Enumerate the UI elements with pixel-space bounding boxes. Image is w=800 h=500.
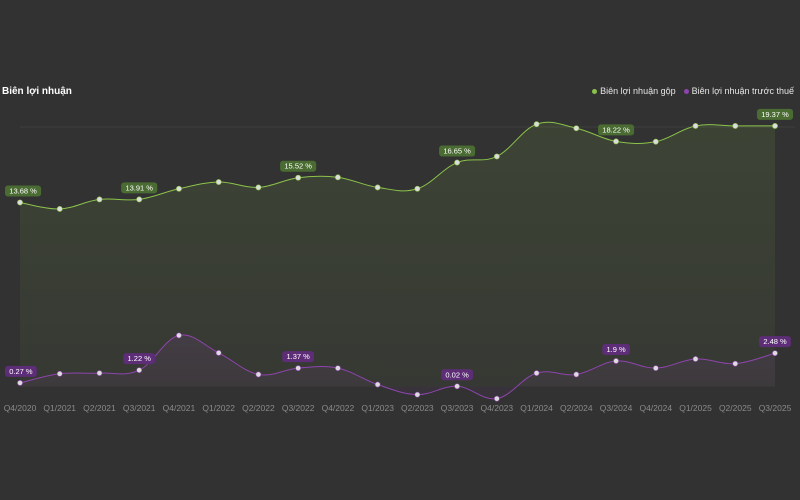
series-0-point-1 xyxy=(56,206,63,212)
series-0-point-19 xyxy=(772,123,778,129)
series-line-0 xyxy=(19,121,775,210)
series-1-point-7 xyxy=(295,365,302,372)
legend-dot-gross xyxy=(592,88,598,94)
legend-item-gross[interactable]: Biên lợi nhuận gộp xyxy=(592,86,676,96)
series-1-point-11 xyxy=(454,383,461,390)
data-label-bg-0-3 xyxy=(121,182,158,194)
series-1-point-0 xyxy=(17,380,23,386)
data-label-bg-0-7 xyxy=(280,160,317,172)
series-1-point-12 xyxy=(493,395,500,402)
series-0-point-17 xyxy=(692,123,699,129)
data-label-0-15: 18.22 % xyxy=(602,125,630,134)
x-tick-label-9: Q1/2023 xyxy=(361,403,394,413)
x-tick-label-16: Q4/2024 xyxy=(639,403,672,413)
x-tick-label-13: Q1/2024 xyxy=(520,403,553,413)
data-label-0-11: 16.65 % xyxy=(443,147,471,156)
data-label-1-11: 0.02 % xyxy=(445,370,469,379)
data-label-1-15: 1.9 % xyxy=(606,345,626,354)
series-1-point-17 xyxy=(692,356,699,362)
data-label-bg-0-19 xyxy=(756,108,794,120)
x-tick-label-0: Q4/2020 xyxy=(4,403,37,413)
series-1-point-19 xyxy=(772,350,778,357)
legend: Biên lợi nhuận gộp Biên lợi nhuận trước … xyxy=(592,86,794,96)
data-label-bg-1-3 xyxy=(123,353,156,365)
series-1-point-13 xyxy=(533,370,540,376)
legend-dot-pretax xyxy=(683,88,689,94)
x-tick-label-18: Q2/2025 xyxy=(719,403,752,413)
data-label-bg-1-7 xyxy=(282,351,315,363)
x-tick-label-12: Q4/2023 xyxy=(481,403,514,413)
data-label-1-3: 1.22 % xyxy=(128,354,152,363)
x-tick-label-11: Q3/2023 xyxy=(441,403,474,413)
data-label-bg-0-0 xyxy=(5,185,42,197)
series-0-point-8 xyxy=(334,174,341,181)
data-label-1-19: 2.48 % xyxy=(763,337,787,346)
chart-title: Biên lợi nhuận xyxy=(2,86,72,97)
data-label-0-3: 13.91 % xyxy=(125,183,153,192)
x-tick-label-7: Q3/2022 xyxy=(282,403,315,413)
series-0-point-6 xyxy=(255,184,262,191)
x-tick-label-1: Q1/2021 xyxy=(43,403,76,413)
series-0-point-3 xyxy=(136,196,143,203)
series-1-point-3 xyxy=(136,367,143,374)
series-1-point-6 xyxy=(255,371,262,378)
series-area-0 xyxy=(20,122,775,387)
x-tick-label-14: Q2/2024 xyxy=(560,403,593,413)
x-tick-label-19: Q3/2025 xyxy=(759,403,792,413)
series-1-point-5 xyxy=(215,350,222,356)
series-0-point-12 xyxy=(493,153,500,160)
x-tick-label-8: Q4/2022 xyxy=(322,403,355,413)
series-0-point-5 xyxy=(215,179,222,185)
data-label-bg-1-15 xyxy=(602,343,630,355)
series-0-point-18 xyxy=(732,123,739,129)
data-label-bg-1-11 xyxy=(441,369,474,381)
series-0-point-16 xyxy=(652,138,659,145)
series-1-point-2 xyxy=(96,370,103,376)
series-0-point-15 xyxy=(613,138,619,145)
series-1-point-16 xyxy=(652,365,659,372)
data-label-bg-0-15 xyxy=(598,124,635,136)
series-0-point-11 xyxy=(454,159,461,166)
x-tick-label-2: Q2/2021 xyxy=(83,403,116,413)
x-tick-label-3: Q3/2021 xyxy=(123,403,156,413)
series-0-point-9 xyxy=(374,184,381,191)
series-line-1 xyxy=(19,334,776,400)
legend-label-gross: Biên lợi nhuận gộp xyxy=(600,86,676,96)
data-label-0-19: 19.37 % xyxy=(761,110,789,119)
series-0-point-2 xyxy=(96,196,103,203)
series-1-point-18 xyxy=(732,360,739,367)
x-tick-label-6: Q2/2022 xyxy=(242,403,275,413)
data-label-1-0: 0.27 % xyxy=(9,367,33,376)
series-0-point-13 xyxy=(533,121,540,128)
series-1-point-10 xyxy=(414,391,421,398)
series-1-point-4 xyxy=(176,332,182,339)
x-tick-label-10: Q2/2023 xyxy=(401,403,434,413)
data-label-1-7: 1.37 % xyxy=(286,352,310,361)
data-label-0-0: 13.68 % xyxy=(9,186,37,195)
legend-label-pretax: Biên lợi nhuận trước thuế xyxy=(691,86,794,96)
series-1-point-9 xyxy=(374,381,381,388)
data-label-bg-1-0 xyxy=(5,365,37,377)
x-tick-label-4: Q4/2021 xyxy=(163,403,196,413)
series-1-point-15 xyxy=(613,358,619,364)
data-label-0-7: 15.52 % xyxy=(284,162,312,171)
series-0-point-0 xyxy=(17,199,23,206)
series-1-point-8 xyxy=(334,365,341,372)
x-tick-label-17: Q1/2025 xyxy=(679,403,712,413)
series-0-point-14 xyxy=(573,125,580,132)
series-0-point-7 xyxy=(295,174,302,181)
x-tick-label-15: Q3/2024 xyxy=(600,403,633,413)
data-label-bg-1-19 xyxy=(759,336,791,348)
data-label-bg-0-11 xyxy=(439,145,476,157)
series-1-point-1 xyxy=(56,370,63,377)
series-area-1 xyxy=(20,334,775,399)
series-1-point-14 xyxy=(573,371,580,378)
legend-item-pretax[interactable]: Biên lợi nhuận trước thuế xyxy=(683,86,794,96)
series-0-point-4 xyxy=(176,185,182,192)
series-0-point-10 xyxy=(414,185,421,192)
x-tick-label-5: Q1/2022 xyxy=(202,403,235,413)
